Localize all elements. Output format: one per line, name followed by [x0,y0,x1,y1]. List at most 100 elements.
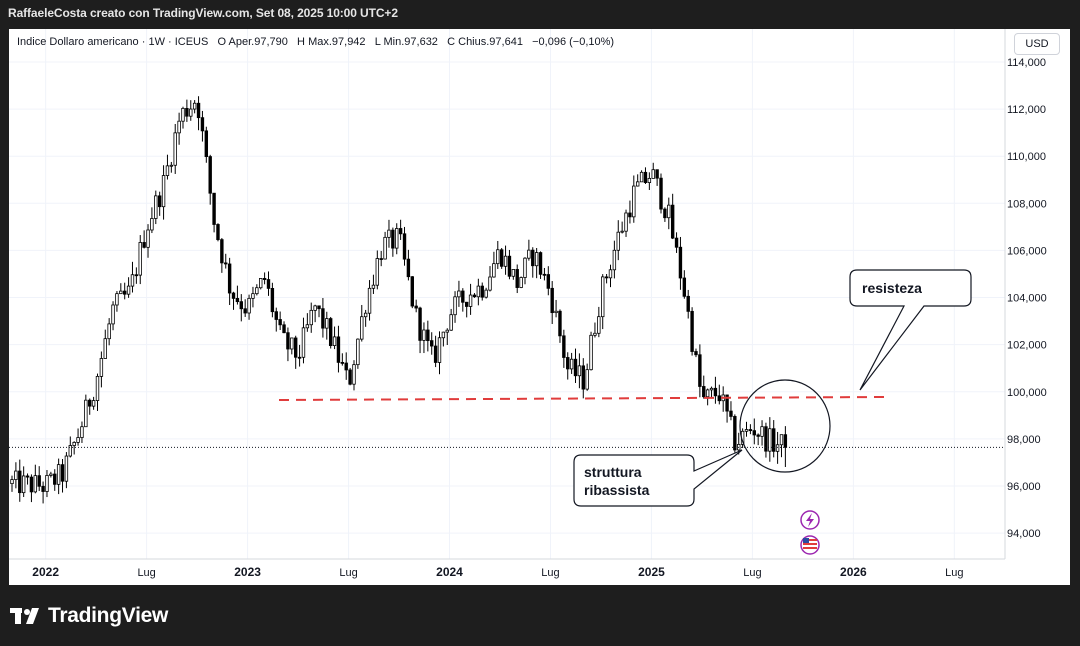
candle-body [531,249,535,267]
candle-body [624,212,628,232]
candle-body [262,278,267,280]
candle-body [18,470,22,494]
tradingview-logo[interactable]: TradingView [10,603,168,629]
candle-body [21,475,26,494]
candle-body [449,314,453,331]
low-label: L [374,36,381,48]
candle-body [391,229,395,249]
candle-body [414,305,418,309]
candle-body [68,445,72,457]
candle-body [464,301,469,307]
candle-body [173,132,177,166]
candle-body [674,237,679,248]
candle-body [154,195,158,219]
resistance-line[interactable] [278,396,885,401]
close-label: C [447,36,456,48]
candle-body [251,293,255,299]
candle-body [783,434,788,448]
candle-body [523,257,527,278]
candle-body [573,358,578,377]
candle-body [189,108,193,117]
candle-body [733,416,737,451]
currency-button[interactable]: USD [1014,33,1060,55]
y-tick-label: 108,000 [1007,198,1047,210]
candle-body [313,305,317,311]
candle-body [577,365,582,377]
candle-body [107,323,111,340]
candle-body [713,387,718,397]
us-flag-icon[interactable] [800,535,820,555]
candle-body [717,395,722,402]
open-label: O [217,36,227,48]
candle-body [297,356,302,359]
candle-body [480,285,484,298]
candle-body [694,351,698,356]
candle-body [402,233,407,260]
candle-body [134,274,139,277]
y-tick-label: 100,000 [1007,387,1047,399]
candle-body [507,255,512,277]
symbol-name[interactable]: Indice Dollaro americano · 1W · ICEUS [17,36,209,48]
candle-body [138,242,142,276]
candle-body [472,294,477,298]
candle-body [461,290,465,303]
candle-body [453,296,457,316]
chart-canvas[interactable]: 94,000 96,000 98,000 100,000 102,000 104,000 1… [9,29,1070,585]
candle-body [488,276,492,291]
candle-body [383,236,387,260]
candle-body [441,331,446,339]
candle-body [725,394,729,412]
candle-body [581,365,585,390]
candle-body [398,228,403,235]
candle-body [356,338,360,366]
candle-body [748,429,753,432]
x-tick-label: Lug [339,567,357,579]
trend-callout[interactable]: struttura ribassista [573,449,743,507]
candle-body [255,287,259,295]
candle-body [729,410,733,417]
candle-body [651,169,655,179]
candle-body [208,156,212,194]
candle-body [305,324,310,329]
candle-body [325,318,329,329]
candle-body [628,212,632,218]
candle-body [270,287,275,313]
candle-body [76,437,80,443]
x-tick-label: 2025 [638,565,665,579]
candle-body [88,399,92,407]
candle-body [511,269,516,277]
candle-body [282,324,286,334]
candle-body [169,164,174,167]
candle-body [204,130,209,157]
candle-body [593,332,597,336]
candle-body [667,204,671,219]
candle-body [181,107,185,122]
close-value: Chius.97,641 [458,36,523,48]
lightning-icon[interactable] [800,510,820,530]
x-tick-label: Lug [137,567,155,579]
chart-caption: RaffaeleCosta creato con TradingView.com… [8,6,398,20]
candle-body [620,230,624,233]
candle-body [41,485,45,492]
range-circle[interactable] [739,379,831,473]
candle-body [698,354,702,387]
candle-body [752,430,756,436]
candle-body [111,304,115,325]
candle-body [468,294,473,307]
candle-body [663,208,667,219]
candle-body [558,310,562,337]
candle-body [503,255,508,267]
candle-body [457,290,461,298]
chart-panel[interactable]: 94,000 96,000 98,000 100,000 102,000 104,000 1… [9,29,1070,585]
candle-body [239,301,243,310]
candle-body [709,387,714,391]
candle-body [177,120,181,134]
open-value: Aper.97,790 [228,36,288,48]
resistance-callout[interactable]: resisteza [849,269,972,391]
candle-body [321,308,325,329]
candle-body [534,252,539,267]
candle-body [49,473,53,476]
x-tick-label: Lug [541,567,559,579]
candle-body [550,287,554,314]
y-tick-label: 98,000 [1007,434,1041,446]
